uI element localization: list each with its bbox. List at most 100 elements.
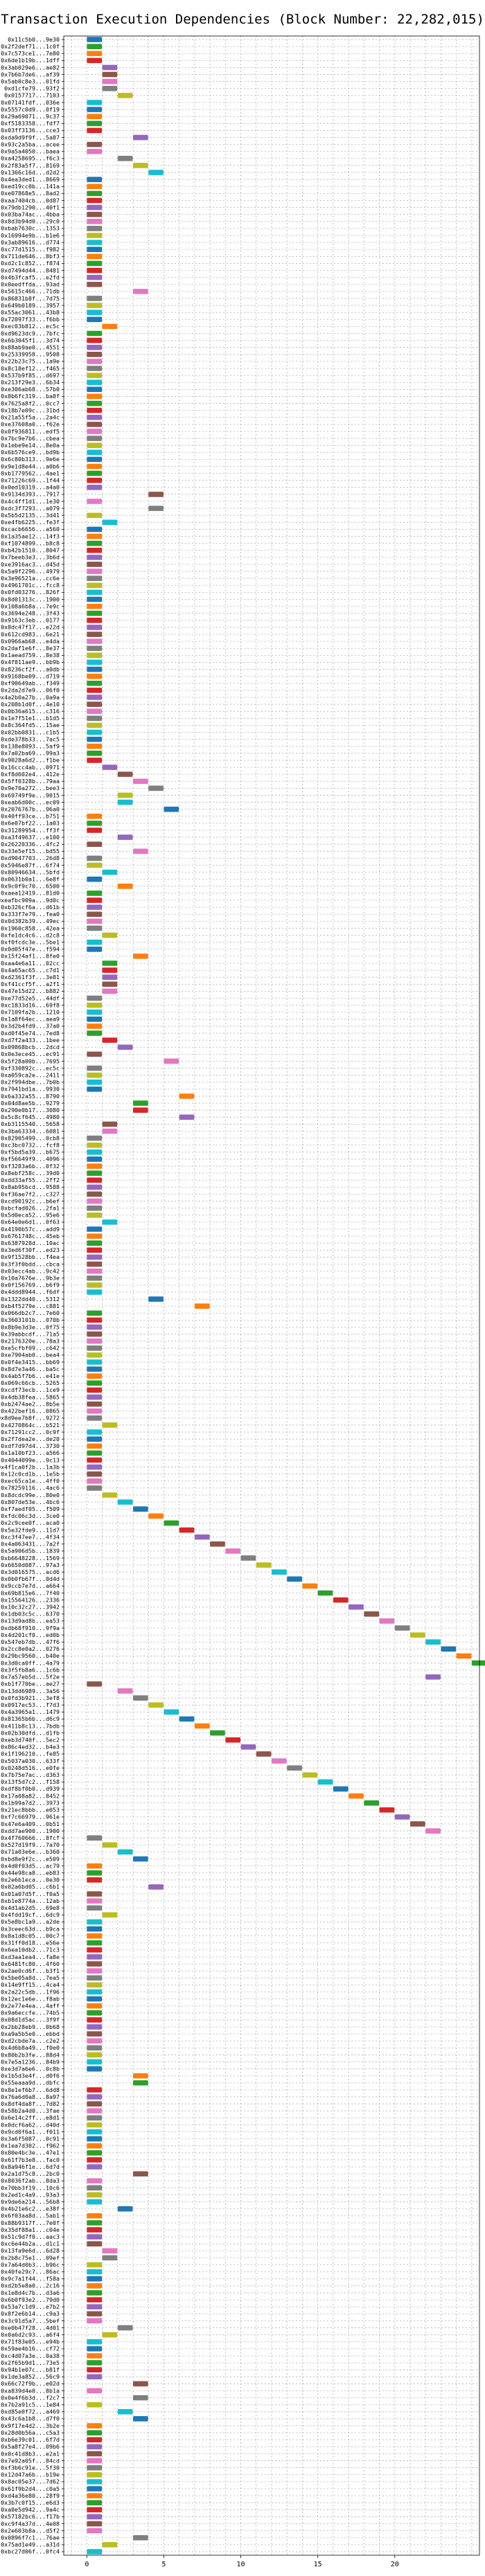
y-tick-label: 0x88ab9ae0...4551 bbox=[1, 343, 60, 350]
bar bbox=[148, 506, 164, 511]
y-tick-label: 0x53a7c1d9...e7b2 bbox=[1, 2303, 60, 2310]
bar bbox=[87, 2318, 103, 2324]
y-tick-label: 0x6387928d...10ac bbox=[1, 1240, 60, 1246]
bar bbox=[87, 925, 103, 931]
bar bbox=[102, 2542, 118, 2548]
y-tick-label: 0x5a906d5b...1839 bbox=[1, 1548, 60, 1555]
y-tick-label: 0xdd7ae900...1900 bbox=[1, 1827, 60, 1834]
bar bbox=[87, 2213, 103, 2219]
y-tick-label: 0x5f28a00b...7695 bbox=[1, 1057, 60, 1064]
y-tick-label: 0x26220336...4fc2 bbox=[1, 841, 60, 848]
y-tick-label: 0xec65ca1e...4ff0 bbox=[1, 1478, 60, 1485]
y-tick-label: 0x2ae0cd6f...b3f1 bbox=[1, 1967, 60, 1974]
y-tick-label: 0xf5183358...fdf7 bbox=[1, 120, 60, 127]
bar bbox=[87, 1310, 103, 1316]
bar bbox=[379, 1807, 395, 1813]
y-tick-label: 0xd0f45e74...7ed8 bbox=[1, 1030, 60, 1037]
bar bbox=[87, 386, 103, 393]
y-tick-label: 0x2f994dbe...7b0b bbox=[1, 1079, 60, 1086]
y-tick-label: 0x6de1b19b...1dff bbox=[1, 57, 60, 64]
bar bbox=[87, 1198, 103, 1204]
bar bbox=[87, 2024, 103, 2030]
y-tick-label: 0x0a6d2c93...a6f4 bbox=[1, 2331, 60, 2338]
bar bbox=[87, 673, 103, 679]
y-tick-label: 0x3694e248...3f43 bbox=[1, 610, 60, 617]
y-tick-label: 0xcdf73ecb...1ce9 bbox=[1, 1386, 60, 1393]
bar bbox=[117, 93, 133, 98]
y-tick-label: 0x0917ec53...f7d3 bbox=[1, 1701, 60, 1708]
bar bbox=[87, 37, 103, 42]
bar bbox=[87, 638, 103, 644]
y-tick-label: 0x70bb3f19...10c6 bbox=[1, 2184, 60, 2191]
bar bbox=[87, 1380, 103, 1386]
y-tick-label: 0x12c0cd1b...1e5b bbox=[1, 1470, 60, 1477]
bar bbox=[410, 1821, 425, 1827]
y-tick-label: 0x4ab5f7b6...e41e bbox=[1, 1372, 60, 1379]
bar bbox=[102, 1842, 118, 1848]
y-tick-label: 0xf3b6c91e...5f30 bbox=[1, 2464, 60, 2471]
bar bbox=[133, 1107, 148, 1113]
y-tick-label: 0x28d0b56a...c5a3 bbox=[1, 2429, 60, 2436]
y-tick-label: 0x3e96521a...cc6e bbox=[1, 575, 60, 582]
bar bbox=[87, 141, 103, 147]
y-tick-label: 0x8ab95bcd...9588 bbox=[1, 1183, 60, 1190]
bar bbox=[87, 2346, 103, 2352]
y-tick-label: 0x88b9317f...7e0f bbox=[1, 2219, 60, 2226]
bar bbox=[87, 442, 103, 448]
y-tick-label: 0x2a1d75c8...2bc0 bbox=[1, 2170, 60, 2177]
y-tick-label: 0x3f3f0bdd...cbca bbox=[1, 1260, 60, 1267]
bar bbox=[87, 1401, 103, 1407]
bar bbox=[133, 2171, 148, 2177]
y-tick-label: 0x2e77e4ea...4aff bbox=[1, 2003, 60, 2010]
y-tick-label: 0xe37608a0...f62e bbox=[1, 421, 60, 428]
bar bbox=[272, 1758, 287, 1764]
bar bbox=[87, 107, 103, 112]
y-tick-label: 0x55ac3061...43b8 bbox=[1, 309, 60, 316]
y-tick-label: 0x13f5d7c2...f158 bbox=[1, 1778, 60, 1785]
y-tick-label: 0x3c91d5a7...5bef bbox=[1, 2317, 60, 2324]
bar bbox=[364, 1611, 380, 1617]
y-tick-label: 0xa9a5b5e0...ebbd bbox=[1, 2030, 60, 2037]
y-tick-label: 0x290e0b17...3080 bbox=[1, 1107, 60, 1113]
bar bbox=[133, 778, 148, 785]
chart-title: Transaction Execution Dependencies (Bloc… bbox=[1, 12, 484, 27]
bar bbox=[87, 610, 103, 616]
y-tick-label: 0x71a03e6e...b360 bbox=[1, 1848, 60, 1855]
bar bbox=[117, 799, 133, 805]
bar bbox=[87, 1261, 103, 1267]
bar bbox=[256, 1562, 272, 1568]
bar bbox=[87, 1170, 103, 1176]
bar bbox=[87, 352, 103, 357]
y-tick-label: 0x2a22c5db...1f96 bbox=[1, 1988, 60, 1995]
y-tick-label: 0x0b0fb67f...0d4d bbox=[1, 1575, 60, 1582]
x-tick-label: 20 bbox=[391, 2561, 399, 2568]
y-tick-label: 0xc1833d16...69f8 bbox=[1, 1001, 60, 1008]
bar bbox=[87, 1863, 103, 1869]
y-tick-label: 0x7beeb3e3...3b6d bbox=[1, 554, 60, 561]
bar bbox=[87, 2479, 103, 2485]
bar bbox=[102, 78, 118, 84]
y-tick-label: 0xe3916ac3...d45d bbox=[1, 561, 60, 568]
bar bbox=[87, 1366, 103, 1372]
y-tick-label: 0xb6e39c01...6f7d bbox=[1, 2436, 60, 2443]
bar bbox=[87, 1681, 103, 1687]
bar bbox=[87, 2430, 103, 2435]
bar bbox=[87, 751, 103, 756]
bar bbox=[87, 2262, 103, 2268]
y-tick-label: 0x1e8d4c7b...d3a6 bbox=[1, 2289, 60, 2296]
bar bbox=[87, 1338, 103, 1344]
y-tick-label: 0x40fe29c7...86ac bbox=[1, 2269, 60, 2275]
y-tick-label: 0x80946634...5bfd bbox=[1, 868, 60, 875]
y-tick-label: 0x6761748c...45eb bbox=[1, 1233, 60, 1240]
y-tick-label: 0xbd8e9f2c...e509 bbox=[1, 1855, 60, 1862]
bar bbox=[87, 2178, 103, 2184]
y-tick-label: 0x75ad1e49...a31d bbox=[1, 2541, 60, 2548]
bar bbox=[102, 764, 118, 770]
bar bbox=[87, 2269, 103, 2275]
y-tick-label: 0x108a6b8a...7e9c bbox=[1, 602, 60, 609]
bar bbox=[87, 575, 103, 581]
bar bbox=[87, 2227, 103, 2233]
bar bbox=[87, 862, 103, 868]
bar bbox=[133, 954, 148, 959]
y-tick-label: 0xb4f5279e...c881 bbox=[1, 1303, 60, 1309]
